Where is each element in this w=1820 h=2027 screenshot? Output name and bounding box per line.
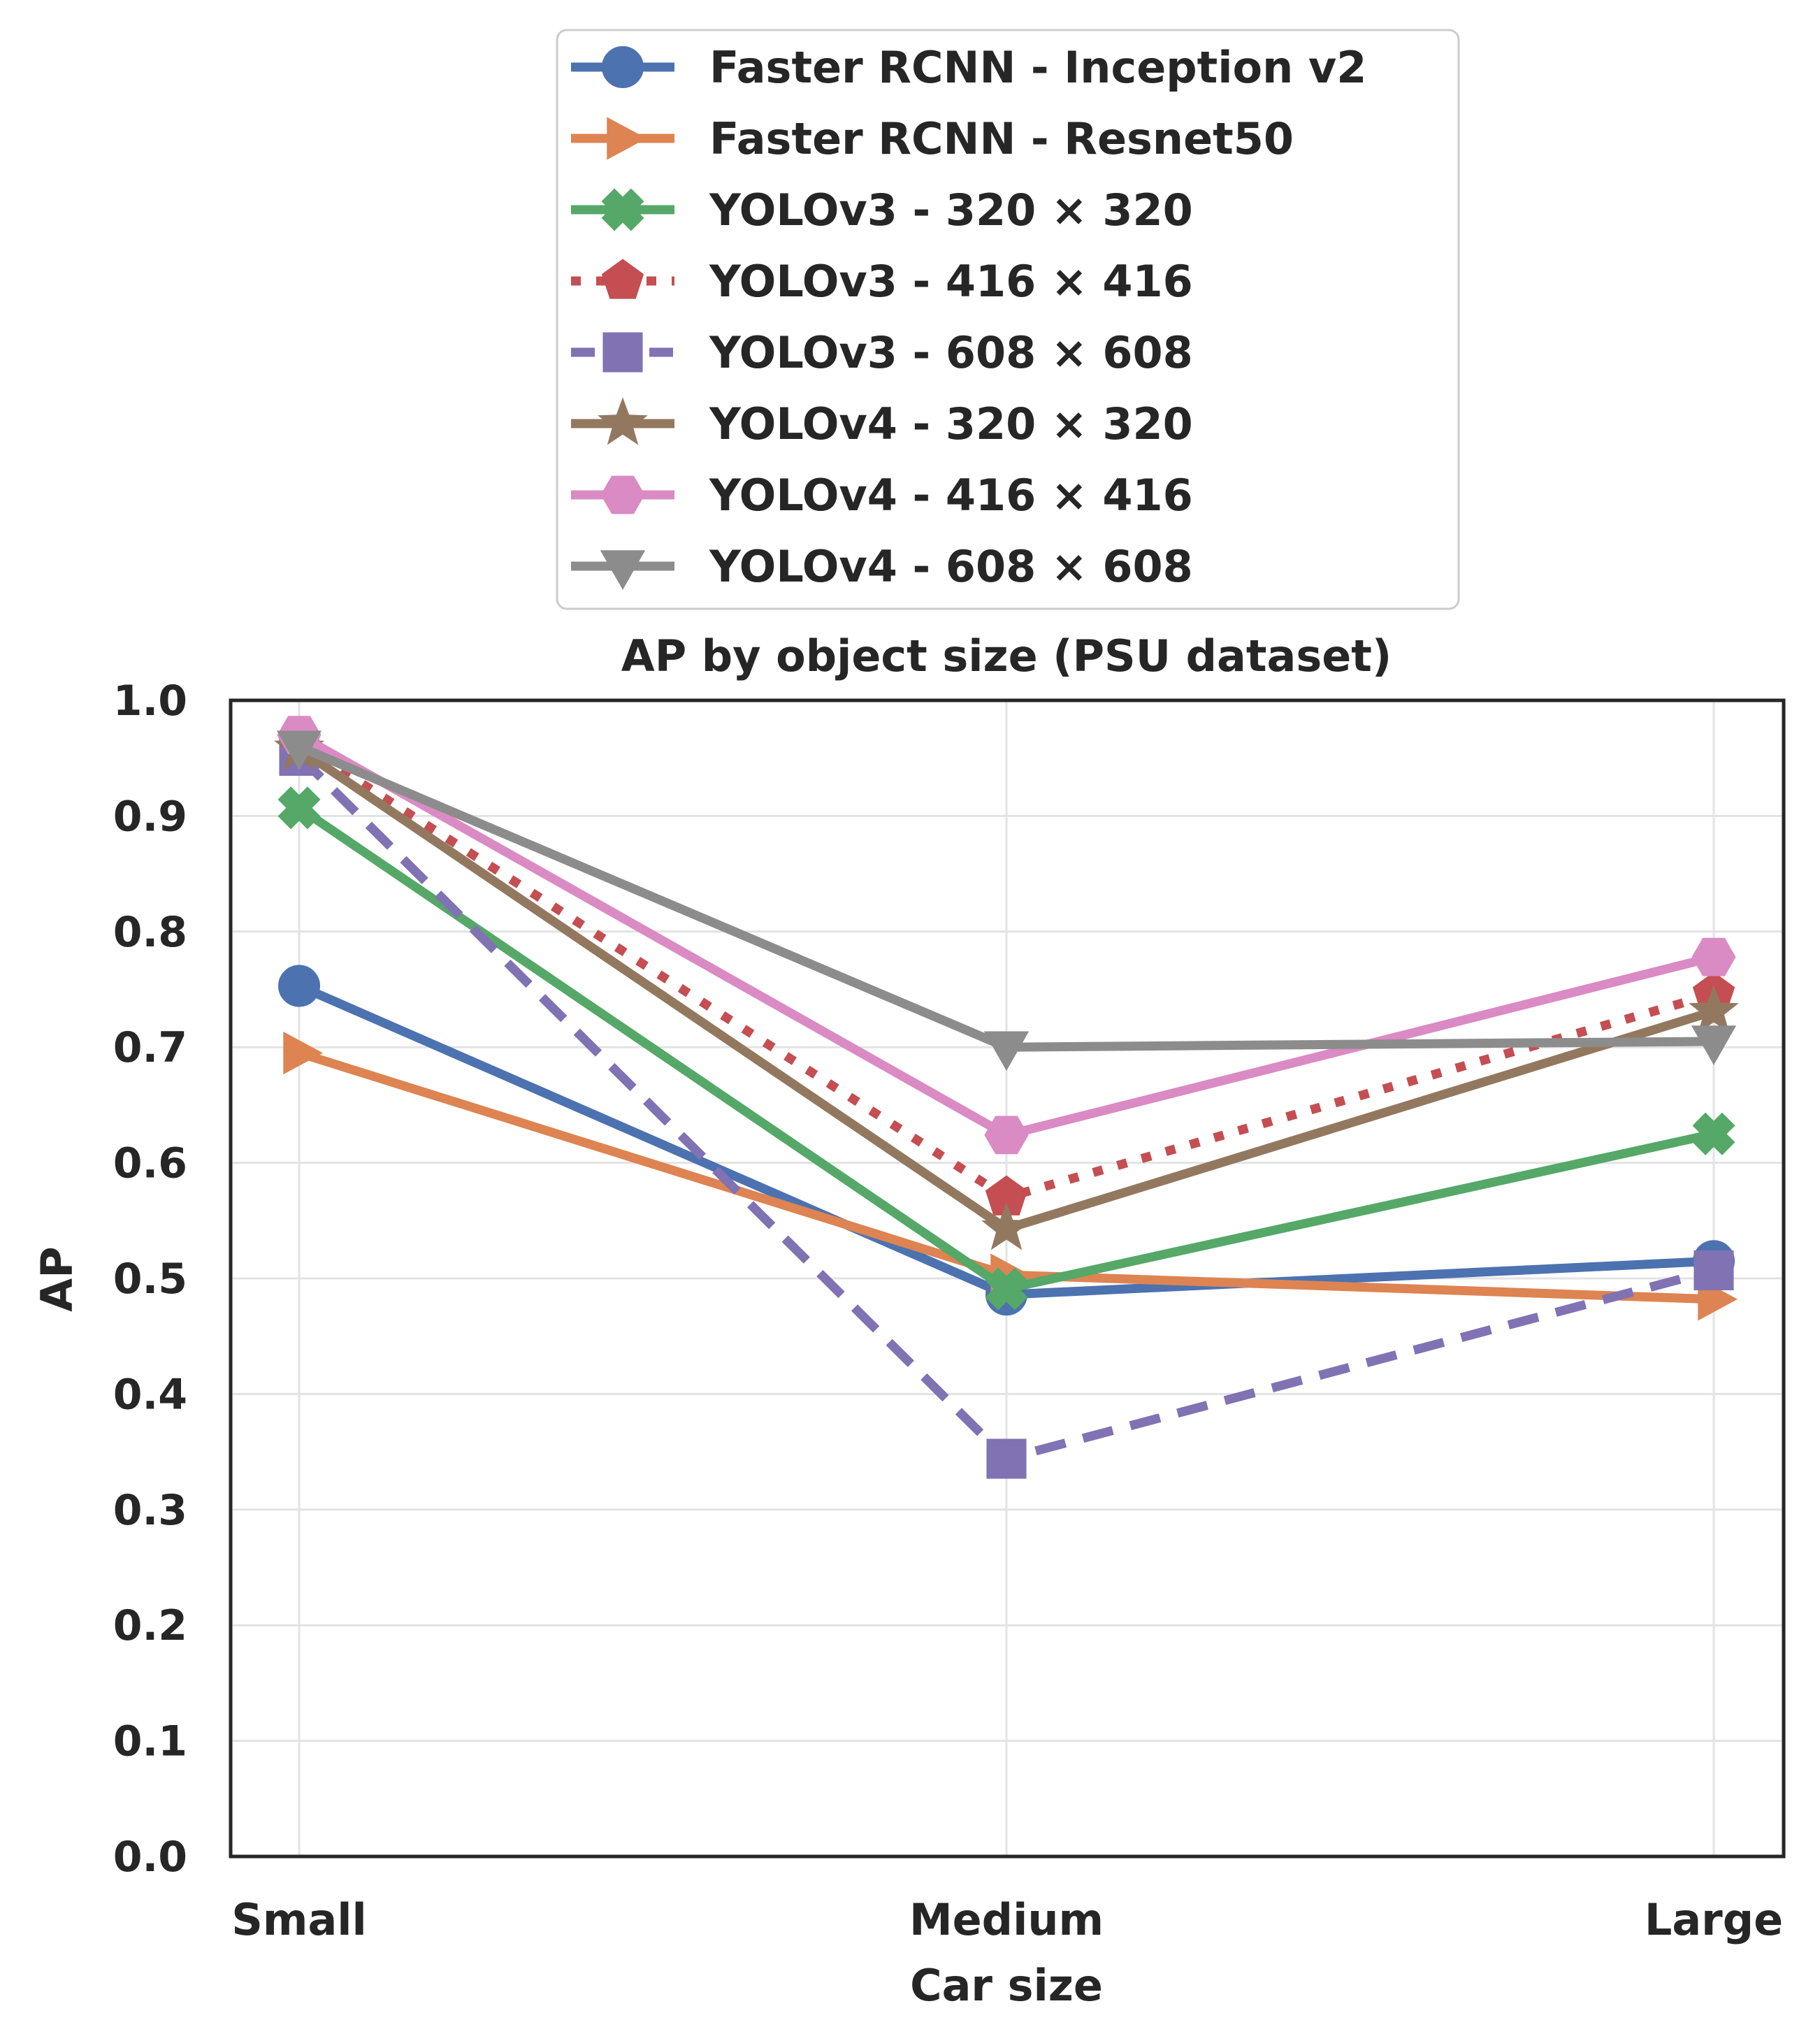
legend-label: YOLOv3 - 608 × 608 bbox=[709, 327, 1193, 378]
legend-frame bbox=[556, 29, 1460, 610]
y-tick-label: 0.0 bbox=[113, 1833, 187, 1882]
legend-item: YOLOv3 - 608 × 608 bbox=[571, 327, 1193, 378]
data-point bbox=[984, 1116, 1029, 1155]
legend-marker bbox=[598, 397, 648, 445]
legend-marker bbox=[600, 550, 646, 590]
legend-label: YOLOv3 - 416 × 416 bbox=[709, 256, 1193, 307]
legend-marker bbox=[607, 117, 647, 160]
series-3 bbox=[277, 786, 1735, 1311]
x-tick-label-small: Small bbox=[231, 1894, 367, 1945]
data-point bbox=[276, 730, 322, 771]
legend-marker bbox=[602, 46, 644, 88]
series-line bbox=[296, 739, 1715, 1202]
y-tick-label: 0.8 bbox=[113, 908, 187, 957]
legend-label: YOLOv4 - 320 × 320 bbox=[709, 398, 1193, 449]
series-8 bbox=[276, 730, 1737, 1072]
x-tick-label-medium: Medium bbox=[909, 1894, 1104, 1945]
data-point bbox=[278, 965, 320, 1007]
legend-marker bbox=[602, 332, 643, 373]
legend-item: YOLOv4 - 416 × 416 bbox=[571, 470, 1193, 521]
y-tick-labels: 0.0 0.1 0.2 0.3 0.4 0.5 0.6 0.7 0.8 0.9 1.0 bbox=[113, 677, 187, 1882]
series-7 bbox=[277, 716, 1736, 1155]
data-point bbox=[1691, 937, 1736, 976]
legend-label: YOLOv4 - 416 × 416 bbox=[709, 470, 1193, 521]
chart-title: AP by object size (PSU dataset) bbox=[621, 630, 1392, 681]
legend-item: Faster RCNN - Resnet50 bbox=[571, 113, 1294, 164]
legend-label: YOLOv3 - 320 × 320 bbox=[709, 185, 1193, 236]
legend-label: Faster RCNN - Resnet50 bbox=[709, 113, 1294, 164]
plot-frame bbox=[229, 698, 1786, 1859]
data-point bbox=[981, 1202, 1032, 1250]
y-tick-label: 0.6 bbox=[113, 1139, 187, 1188]
legend-item: YOLOv3 - 320 × 320 bbox=[571, 185, 1193, 236]
legend-label: YOLOv4 - 608 × 608 bbox=[709, 541, 1193, 592]
y-tick-label: 0.7 bbox=[113, 1023, 187, 1072]
legend-item: YOLOv4 - 320 × 320 bbox=[571, 397, 1193, 449]
legend-item: YOLOv3 - 416 × 416 bbox=[571, 256, 1193, 307]
series-layer bbox=[274, 716, 1739, 1479]
x-axis-label: Car size bbox=[910, 1960, 1103, 2011]
y-tick-label: 0.1 bbox=[113, 1717, 187, 1766]
legend-marker bbox=[601, 188, 644, 231]
data-point bbox=[985, 1267, 1028, 1311]
legend: Faster RCNN - Inception v2 Faster RCNN - … bbox=[556, 29, 1460, 610]
data-point bbox=[1691, 1025, 1737, 1065]
y-tick-label: 0.4 bbox=[113, 1370, 187, 1419]
y-tick-label: 0.2 bbox=[113, 1601, 187, 1650]
data-point bbox=[283, 1031, 324, 1075]
legend-marker bbox=[601, 259, 644, 299]
legend-marker bbox=[600, 475, 645, 514]
x-tick-labels: Small Medium Large bbox=[231, 1894, 1783, 1945]
y-tick-label: 0.9 bbox=[113, 792, 187, 841]
y-tick-label: 0.3 bbox=[113, 1486, 187, 1535]
y-tick-label: 0.5 bbox=[113, 1255, 187, 1304]
legend-label: Faster RCNN - Inception v2 bbox=[709, 42, 1366, 93]
data-point bbox=[986, 1438, 1027, 1479]
y-axis-label: AP bbox=[31, 1246, 82, 1311]
x-tick-label-large: Large bbox=[1645, 1894, 1783, 1945]
data-point bbox=[1689, 985, 1739, 1033]
data-point bbox=[1692, 1112, 1735, 1155]
data-point bbox=[1693, 1250, 1734, 1290]
data-point bbox=[983, 1031, 1030, 1072]
legend-entries: Faster RCNN - Inception v2 Faster RCNN - … bbox=[571, 42, 1366, 592]
legend-item: YOLOv4 - 608 × 608 bbox=[571, 541, 1193, 592]
data-point bbox=[277, 786, 321, 830]
y-tick-label: 1.0 bbox=[113, 677, 187, 726]
legend-item: Faster RCNN - Inception v2 bbox=[571, 42, 1366, 93]
